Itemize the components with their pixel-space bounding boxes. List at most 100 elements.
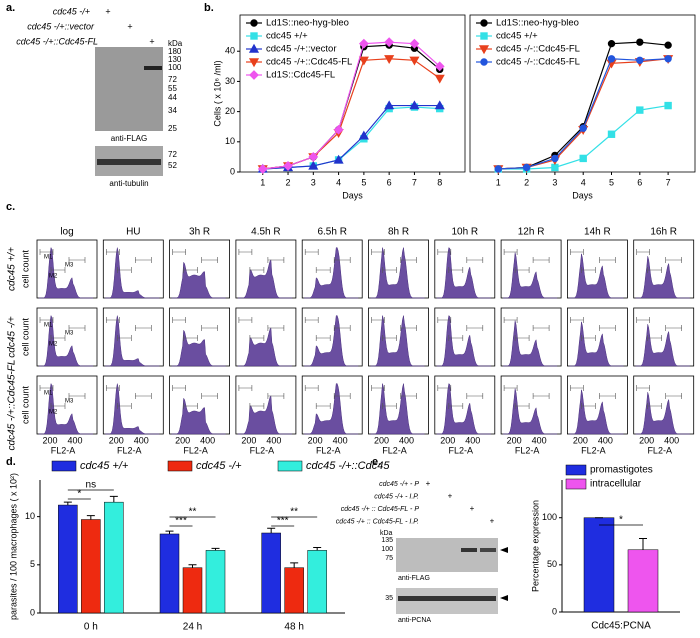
legend-marker (480, 58, 488, 66)
gate-marker (581, 335, 596, 341)
significance-label: * (619, 515, 623, 526)
x-tick-label: Cdc45:PCNA (591, 621, 651, 632)
histogram-frame (102, 375, 164, 435)
marker (358, 130, 369, 140)
band (461, 548, 477, 552)
kda-marker: 52 (168, 161, 177, 170)
gate-marker (514, 267, 530, 273)
gate-marker (647, 267, 662, 273)
x-tick-label: 200 (241, 435, 256, 445)
legend-label: cdc45 -/-::Cdc45-FL (496, 44, 580, 55)
x-tick-label: 1 (260, 177, 265, 187)
legend-label: intracellular (590, 479, 642, 490)
x-tick-label: 400 (598, 435, 613, 445)
x-axis-label: FL2-A (183, 445, 208, 455)
marker (384, 55, 395, 64)
marker (308, 151, 319, 162)
x-tick-label: 400 (134, 435, 149, 445)
x-tick-label: 200 (639, 435, 654, 445)
gate-label: M2 (49, 410, 58, 416)
error-bar (109, 495, 118, 503)
x-tick-label: 0 h (84, 622, 98, 633)
x-axis-label: FL2-A (515, 445, 540, 455)
histogram (569, 321, 624, 367)
lane-mark: + (448, 492, 453, 501)
x-axis-label: FL2-A (581, 445, 606, 455)
kda-marker: 72 (168, 75, 177, 84)
gate-marker (315, 335, 331, 341)
x-tick-label: 6 (387, 177, 392, 187)
gate-marker (382, 267, 397, 273)
histogram (635, 324, 690, 367)
x-tick-label: 400 (333, 435, 348, 445)
kda-marker: 100 (168, 63, 182, 72)
marker (384, 37, 395, 48)
lane-mark: + (127, 21, 132, 31)
histogram (304, 315, 359, 367)
legend-marker (480, 32, 488, 40)
lane-label: cdc45 -/+ - P (379, 481, 419, 488)
lane-label: cdc45 -/+ - I.P. (374, 493, 419, 500)
x-axis-label: Days (572, 190, 593, 200)
kda-label: kDa (380, 530, 393, 537)
legend-marker (478, 45, 490, 55)
marker (409, 100, 420, 110)
y-tick-label: 100 (542, 512, 557, 522)
legend-label: cdc45 -/+ (196, 460, 242, 472)
gate-marker (117, 267, 132, 273)
gate-marker (503, 249, 518, 255)
gate-marker (304, 249, 319, 255)
error-bar (639, 537, 647, 550)
histogram (436, 315, 491, 367)
gate-marker (636, 385, 650, 391)
gate-marker (599, 393, 616, 399)
gate-marker (238, 385, 253, 391)
x-tick-label: 8 (437, 177, 442, 187)
bar (261, 532, 281, 614)
gate-marker (647, 335, 662, 341)
band (398, 596, 496, 601)
bar (627, 549, 659, 613)
histogram (171, 329, 226, 367)
legend-swatch (167, 460, 193, 472)
gate-marker (665, 325, 682, 331)
legend-swatch (565, 478, 587, 490)
histogram (171, 397, 226, 435)
gate-marker (249, 403, 265, 409)
lane-mark: + (490, 517, 495, 526)
x-tick-label: 200 (507, 435, 522, 445)
marker (664, 55, 672, 63)
column-title: 14h R (584, 227, 611, 238)
y-axis-label: cell count (20, 385, 30, 424)
gate-label: M1 (44, 255, 53, 261)
histogram (39, 382, 93, 435)
histogram (635, 392, 690, 435)
gate-marker (448, 403, 464, 409)
column-title: HU (126, 227, 140, 238)
legend-marker (249, 70, 259, 80)
kda-marker: 72 (168, 150, 177, 159)
x-tick-label: 3 (552, 177, 557, 187)
marker (579, 124, 587, 132)
marker (434, 61, 445, 72)
x-tick-label: 400 (532, 435, 547, 445)
x-tick-label: 7 (666, 177, 671, 187)
gate-marker (267, 393, 285, 399)
gate-label: M2 (49, 274, 58, 280)
arrowhead (500, 595, 508, 601)
gate-marker (514, 403, 530, 409)
significance-label: ** (189, 507, 197, 518)
gate-marker (267, 325, 285, 331)
legend-label: cdc45 +/+ (266, 31, 308, 42)
gate-marker (201, 393, 218, 399)
row-label: cdc45 -/+::Cdc45-FL (7, 360, 18, 451)
error-bar (86, 515, 95, 520)
kda-marker: 55 (168, 84, 177, 93)
marker (551, 154, 559, 163)
legend-swatch (51, 460, 77, 472)
marker (664, 41, 672, 49)
x-tick-label: 2 (524, 177, 529, 187)
plot-frame (239, 14, 466, 173)
column-title: 8h R (388, 227, 409, 238)
